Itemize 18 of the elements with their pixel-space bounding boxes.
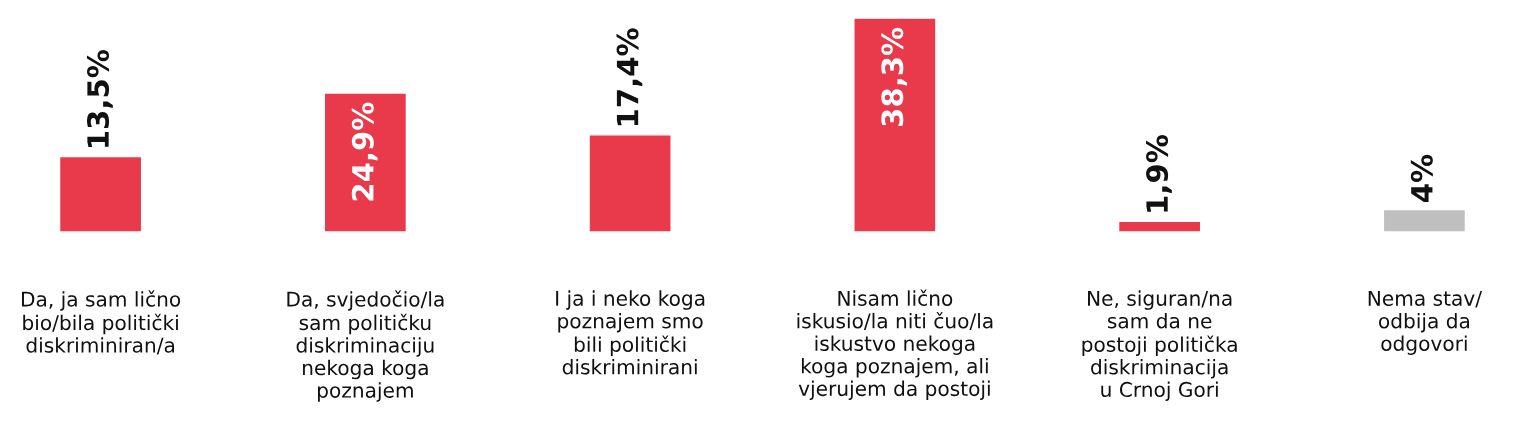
data-label: 17,4% [616,28,643,126]
bar [1117,220,1202,232]
data-label: 4% [1410,154,1433,202]
data-label: 24,9% [351,102,378,201]
bar [323,92,408,232]
bar [588,134,672,232]
data-label: 1,9% [1146,135,1172,212]
x-tick-label: Nisam lično iskusio/la niti čuo/la iskustvo nekoga koga poznajem, ali vjerujem da postoji [797,289,993,401]
x-tick-label: Ne, siguran/na sam da ne postoji politička diskriminacija u Crnoj Gori [1082,290,1237,401]
data-label: 13,5% [87,49,113,147]
x-tick-label: Nema stav/ odbija da odgovori [1368,290,1483,355]
x-tick-label: I ja i neko koga poznajem smo bili politički diskriminirani [556,290,705,375]
bar [58,155,143,232]
bar [853,17,937,232]
x-tick-label: Da, svjedočio/la sam političku diskriminaciju nekoga koga poznajem [287,290,444,402]
data-label: 38,3% [881,27,908,126]
bar [1382,208,1467,232]
x-tick-label: Da, ja sam lično bio/bila politički diskriminiran/a [21,290,181,355]
